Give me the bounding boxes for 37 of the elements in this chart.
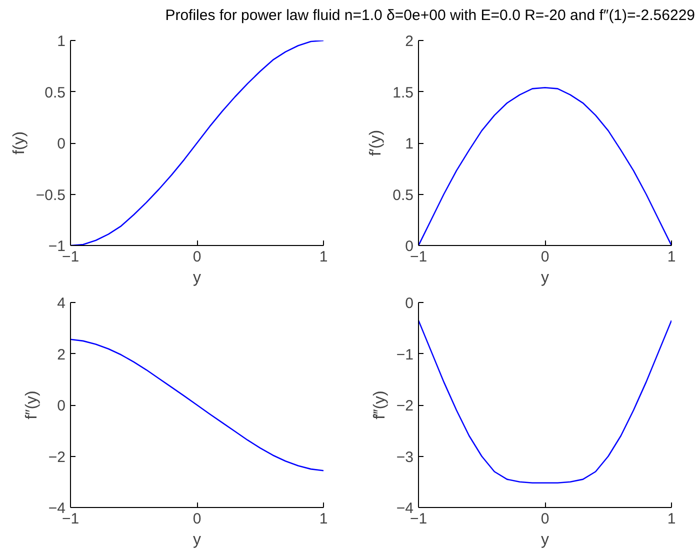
y-tick-label: 0 xyxy=(57,136,66,152)
x-axis-title: y xyxy=(193,532,201,548)
y-tick-label: −2 xyxy=(48,448,66,466)
y-tick-label: 0.5 xyxy=(392,186,414,204)
x-tick-label: 1 xyxy=(319,510,328,528)
text: Profiles for power law fluid n=1.0 δ=0e+00 with E=0.0 R=-20 and f″(1)=-2.56229 xyxy=(165,6,695,26)
x-tick-label: 0 xyxy=(540,248,550,266)
x-axis-title: y xyxy=(541,270,549,286)
y-tick-label: 0 xyxy=(57,398,66,414)
x-tick-label: 0 xyxy=(192,510,202,528)
y-tick-label: 2 xyxy=(57,346,66,364)
x-tick-label: 0 xyxy=(192,248,202,266)
x-tick-label: 1 xyxy=(667,248,676,266)
y-axis-title: f‴(y) xyxy=(371,390,388,420)
y-tick-label: −3 xyxy=(396,448,414,466)
y-tick-label: 0.5 xyxy=(44,84,66,102)
y-axis-title: f(y) xyxy=(10,131,28,155)
y-tick-label: −1 xyxy=(48,238,66,255)
y-tick-label: 0 xyxy=(405,238,414,255)
y-tick-label: −4 xyxy=(396,500,414,517)
y-tick-label: 1.5 xyxy=(392,84,414,102)
y-tick-label: 2 xyxy=(405,33,414,50)
y-tick-label: −4 xyxy=(48,500,66,517)
y-axis-title: f′(y) xyxy=(368,130,385,156)
x-axis-title: y xyxy=(193,270,201,286)
x-tick-label: 0 xyxy=(540,510,550,528)
y-tick-label: 4 xyxy=(57,295,66,312)
y-axis-title: f″(y) xyxy=(23,390,40,420)
y-tick-label: 0 xyxy=(405,295,414,312)
y-tick-label: −0.5 xyxy=(36,186,66,204)
y-tick-label: 1 xyxy=(57,33,66,50)
x-axis-title: y xyxy=(541,532,549,548)
y-tick-label: 1 xyxy=(405,136,414,152)
y-tick-label: −2 xyxy=(396,398,414,414)
x-tick-label: 1 xyxy=(667,510,676,528)
x-tick-label: 1 xyxy=(319,248,328,266)
y-tick-label: −1 xyxy=(396,346,414,364)
